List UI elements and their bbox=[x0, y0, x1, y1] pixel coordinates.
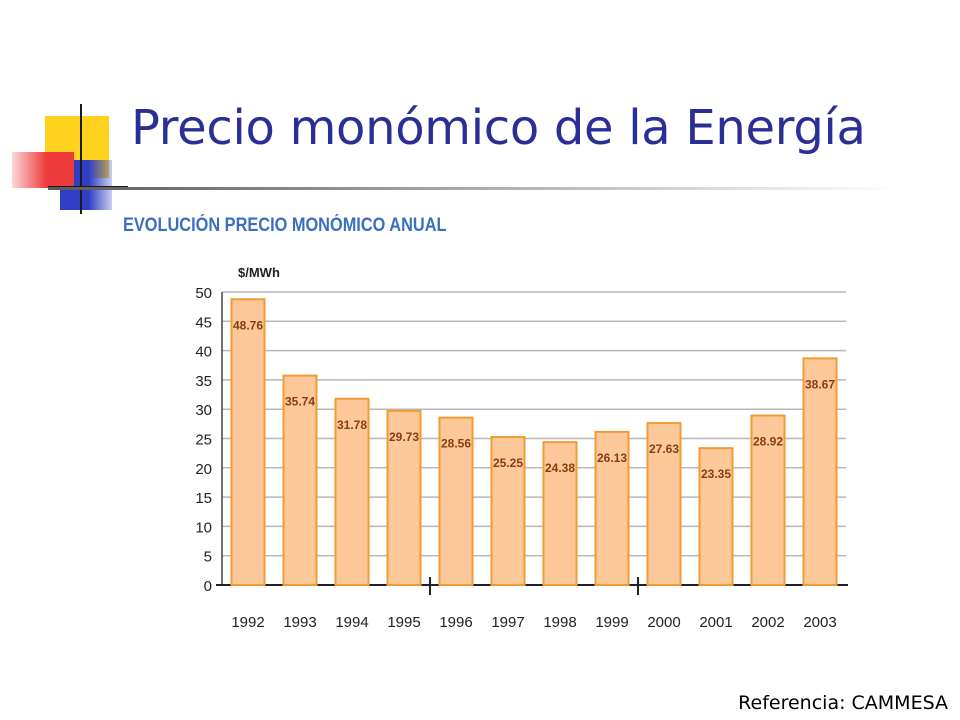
y-tick-label: 45 bbox=[195, 314, 212, 331]
y-tick-label: 15 bbox=[195, 490, 212, 507]
deco-red-square bbox=[12, 152, 74, 188]
bar-value-label: 27.63 bbox=[649, 442, 679, 456]
x-tick-label: 1992 bbox=[231, 614, 264, 631]
deco-vertical-line bbox=[80, 104, 82, 214]
x-tick-label: 2002 bbox=[751, 614, 784, 631]
y-tick-label: 35 bbox=[195, 373, 212, 390]
x-tick-label: 1996 bbox=[439, 614, 472, 631]
y-tick-label: 0 bbox=[204, 578, 212, 595]
y-tick-label: 40 bbox=[195, 344, 212, 361]
bar-2003 bbox=[802, 357, 838, 586]
y-tick-label: 20 bbox=[195, 461, 212, 478]
reference-note: Referencia: CAMMESA bbox=[738, 692, 948, 714]
bar-value-label: 28.56 bbox=[441, 437, 471, 451]
bar-value-label: 35.74 bbox=[285, 395, 315, 409]
x-tick-label: 1999 bbox=[595, 614, 628, 631]
bar-value-label: 25.25 bbox=[493, 456, 523, 470]
x-tick-label: 1997 bbox=[491, 614, 524, 631]
bar-1996 bbox=[438, 416, 474, 586]
bar-value-label: 26.13 bbox=[597, 451, 627, 465]
bar-1994 bbox=[334, 397, 370, 586]
bar-2000 bbox=[646, 422, 682, 586]
x-tick-label: 1995 bbox=[387, 614, 420, 631]
bar-2002 bbox=[750, 414, 786, 587]
bar-2001 bbox=[698, 447, 734, 586]
x-tick-label: 1993 bbox=[283, 614, 316, 631]
y-axis-unit-label: $/MWh bbox=[238, 265, 280, 280]
bar-value-label: 31.78 bbox=[337, 418, 367, 432]
x-tick-label: 1998 bbox=[543, 614, 576, 631]
y-tick-label: 10 bbox=[195, 519, 212, 536]
bar-value-label: 38.67 bbox=[805, 377, 835, 391]
chart-title: EVOLUCIÓN PRECIO MONÓMICO ANUAL bbox=[123, 215, 447, 236]
y-tick-label: 50 bbox=[195, 285, 212, 302]
x-tick-label: 2003 bbox=[803, 614, 836, 631]
bar-1995 bbox=[386, 409, 422, 586]
x-tick-label: 1994 bbox=[335, 614, 368, 631]
title-underline bbox=[48, 187, 898, 190]
bar-value-label: 48.76 bbox=[233, 318, 263, 332]
y-tick-label: 25 bbox=[195, 432, 212, 449]
bar-value-label: 23.35 bbox=[701, 467, 731, 481]
bar-1998 bbox=[542, 441, 578, 587]
x-tick-label: 2001 bbox=[699, 614, 732, 631]
bar-value-label: 24.38 bbox=[545, 461, 575, 475]
y-tick-label: 30 bbox=[195, 402, 212, 419]
bar-1993 bbox=[282, 374, 318, 586]
bar-1992 bbox=[230, 298, 266, 586]
slide-title: Precio monómico de la Energía bbox=[131, 100, 866, 156]
bar-1999 bbox=[594, 430, 630, 586]
x-tick-label: 2000 bbox=[647, 614, 680, 631]
bar-1997 bbox=[490, 436, 526, 586]
bar-value-label: 29.73 bbox=[389, 430, 419, 444]
y-tick-label: 5 bbox=[204, 549, 212, 566]
bar-value-label: 28.92 bbox=[753, 435, 783, 449]
